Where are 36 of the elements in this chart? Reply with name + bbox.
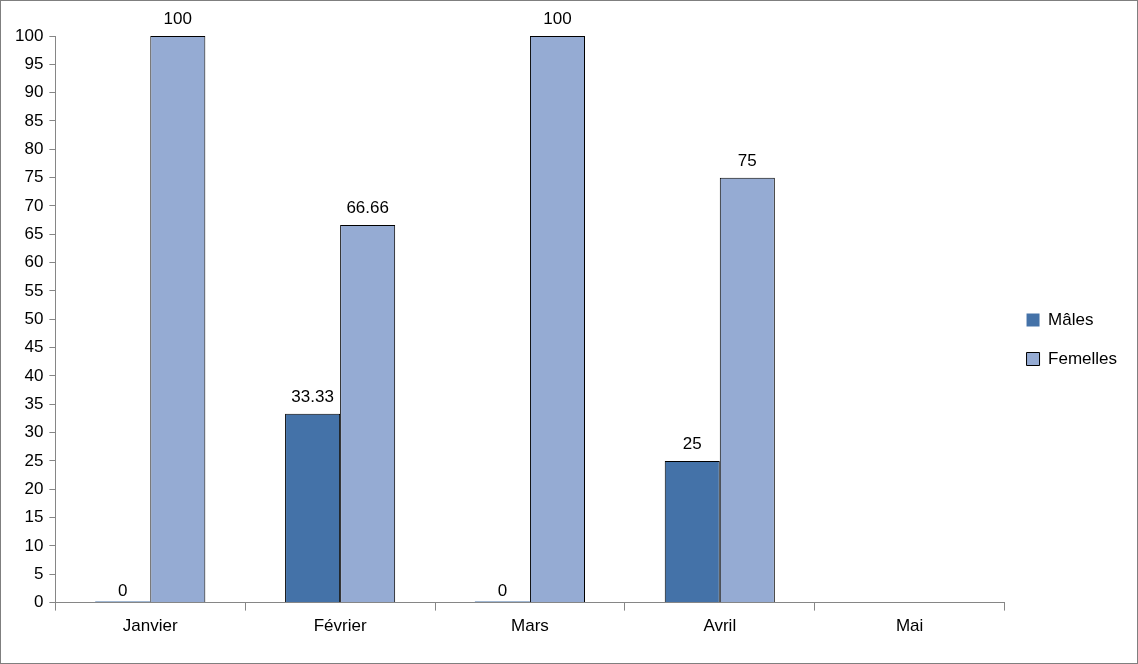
legend-label: Mâles	[1048, 309, 1094, 329]
y-tick-label: 15	[24, 507, 44, 527]
y-tick-label: 95	[24, 54, 44, 74]
data-label: 25	[682, 434, 702, 454]
x-tick-label: Avril	[703, 616, 737, 636]
data-label: 100	[163, 9, 192, 29]
x-tick-label: Février	[313, 616, 367, 636]
y-tick-label: 40	[24, 365, 44, 385]
y-tick-label: 60	[24, 252, 44, 272]
x-tick-label: Janvier	[122, 616, 179, 636]
data-label: 66.66	[346, 198, 389, 218]
y-tick-label: 75	[24, 167, 44, 187]
data-label: 75	[737, 150, 757, 170]
y-tick-label: 55	[24, 280, 44, 300]
y-tick-label: 65	[24, 224, 44, 243]
y-tick-label: 30	[24, 422, 44, 442]
y-tick-label: 45	[24, 337, 44, 357]
legend-label: Femelles	[1048, 348, 1118, 368]
y-tick-label: 10	[24, 535, 44, 555]
y-tick-label: 35	[24, 393, 44, 413]
data-label: 100	[543, 9, 572, 29]
y-tick-label: 20	[24, 478, 44, 498]
y-tick-label: 90	[24, 82, 44, 102]
y-tick-label: 0	[33, 592, 44, 612]
data-label: 0	[118, 580, 128, 600]
y-tick-label: 25	[24, 450, 44, 470]
y-tick-label: 100	[14, 25, 44, 45]
y-tick-label: 85	[24, 110, 44, 130]
y-tick-label: 80	[24, 139, 44, 159]
y-tick-label: 5	[33, 563, 44, 583]
x-tick-label: Mars	[511, 616, 549, 636]
data-label: 0	[497, 580, 508, 600]
data-label: 33.33	[291, 386, 334, 406]
y-tick-label: 50	[24, 308, 44, 328]
x-tick-label: Mai	[895, 616, 924, 636]
y-tick-label: 70	[24, 195, 44, 215]
